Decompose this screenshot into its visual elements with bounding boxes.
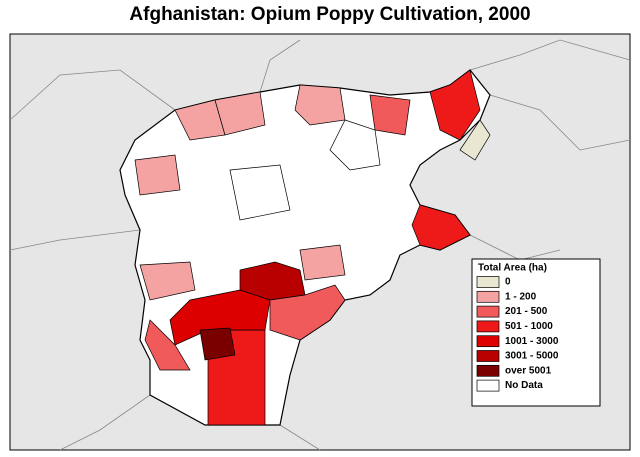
legend-swatch <box>476 379 500 392</box>
district <box>214 91 266 136</box>
legend-swatch <box>476 335 500 348</box>
legend-label: No Data <box>505 380 543 391</box>
district <box>429 69 481 141</box>
district <box>229 164 291 221</box>
legend-swatch <box>476 305 500 318</box>
district <box>294 84 346 126</box>
district <box>144 319 191 371</box>
legend-label: 201 - 500 <box>505 306 548 317</box>
legend-swatch <box>476 276 500 288</box>
district <box>329 119 381 171</box>
legend-label: 1 - 200 <box>505 291 537 302</box>
legend-label: 501 - 1000 <box>505 321 553 332</box>
neighbor-borders <box>9 39 631 451</box>
district <box>199 327 236 361</box>
map-title: Afghanistan: Opium Poppy Cultivation, 20… <box>129 4 530 25</box>
district <box>369 94 411 136</box>
legend-label: over 5001 <box>505 365 552 376</box>
district <box>411 204 471 251</box>
legend-label: 1001 - 3000 <box>505 336 559 347</box>
districts <box>134 69 491 426</box>
legend-swatch <box>476 350 500 362</box>
district <box>459 119 491 161</box>
district <box>269 284 346 341</box>
district <box>139 261 196 301</box>
district <box>299 244 346 281</box>
district <box>134 154 181 196</box>
legend-swatch <box>476 320 500 333</box>
legend-label: 0 <box>505 277 511 288</box>
legend-label: 3001 - 5000 <box>505 351 559 362</box>
legend: Total Area (ha) 0 1 - 200 201 - 500 501 - 1… <box>471 258 601 407</box>
legend-swatch <box>476 290 500 303</box>
legend-swatch <box>476 364 500 377</box>
legend-title: Total Area (ha) <box>478 263 547 274</box>
